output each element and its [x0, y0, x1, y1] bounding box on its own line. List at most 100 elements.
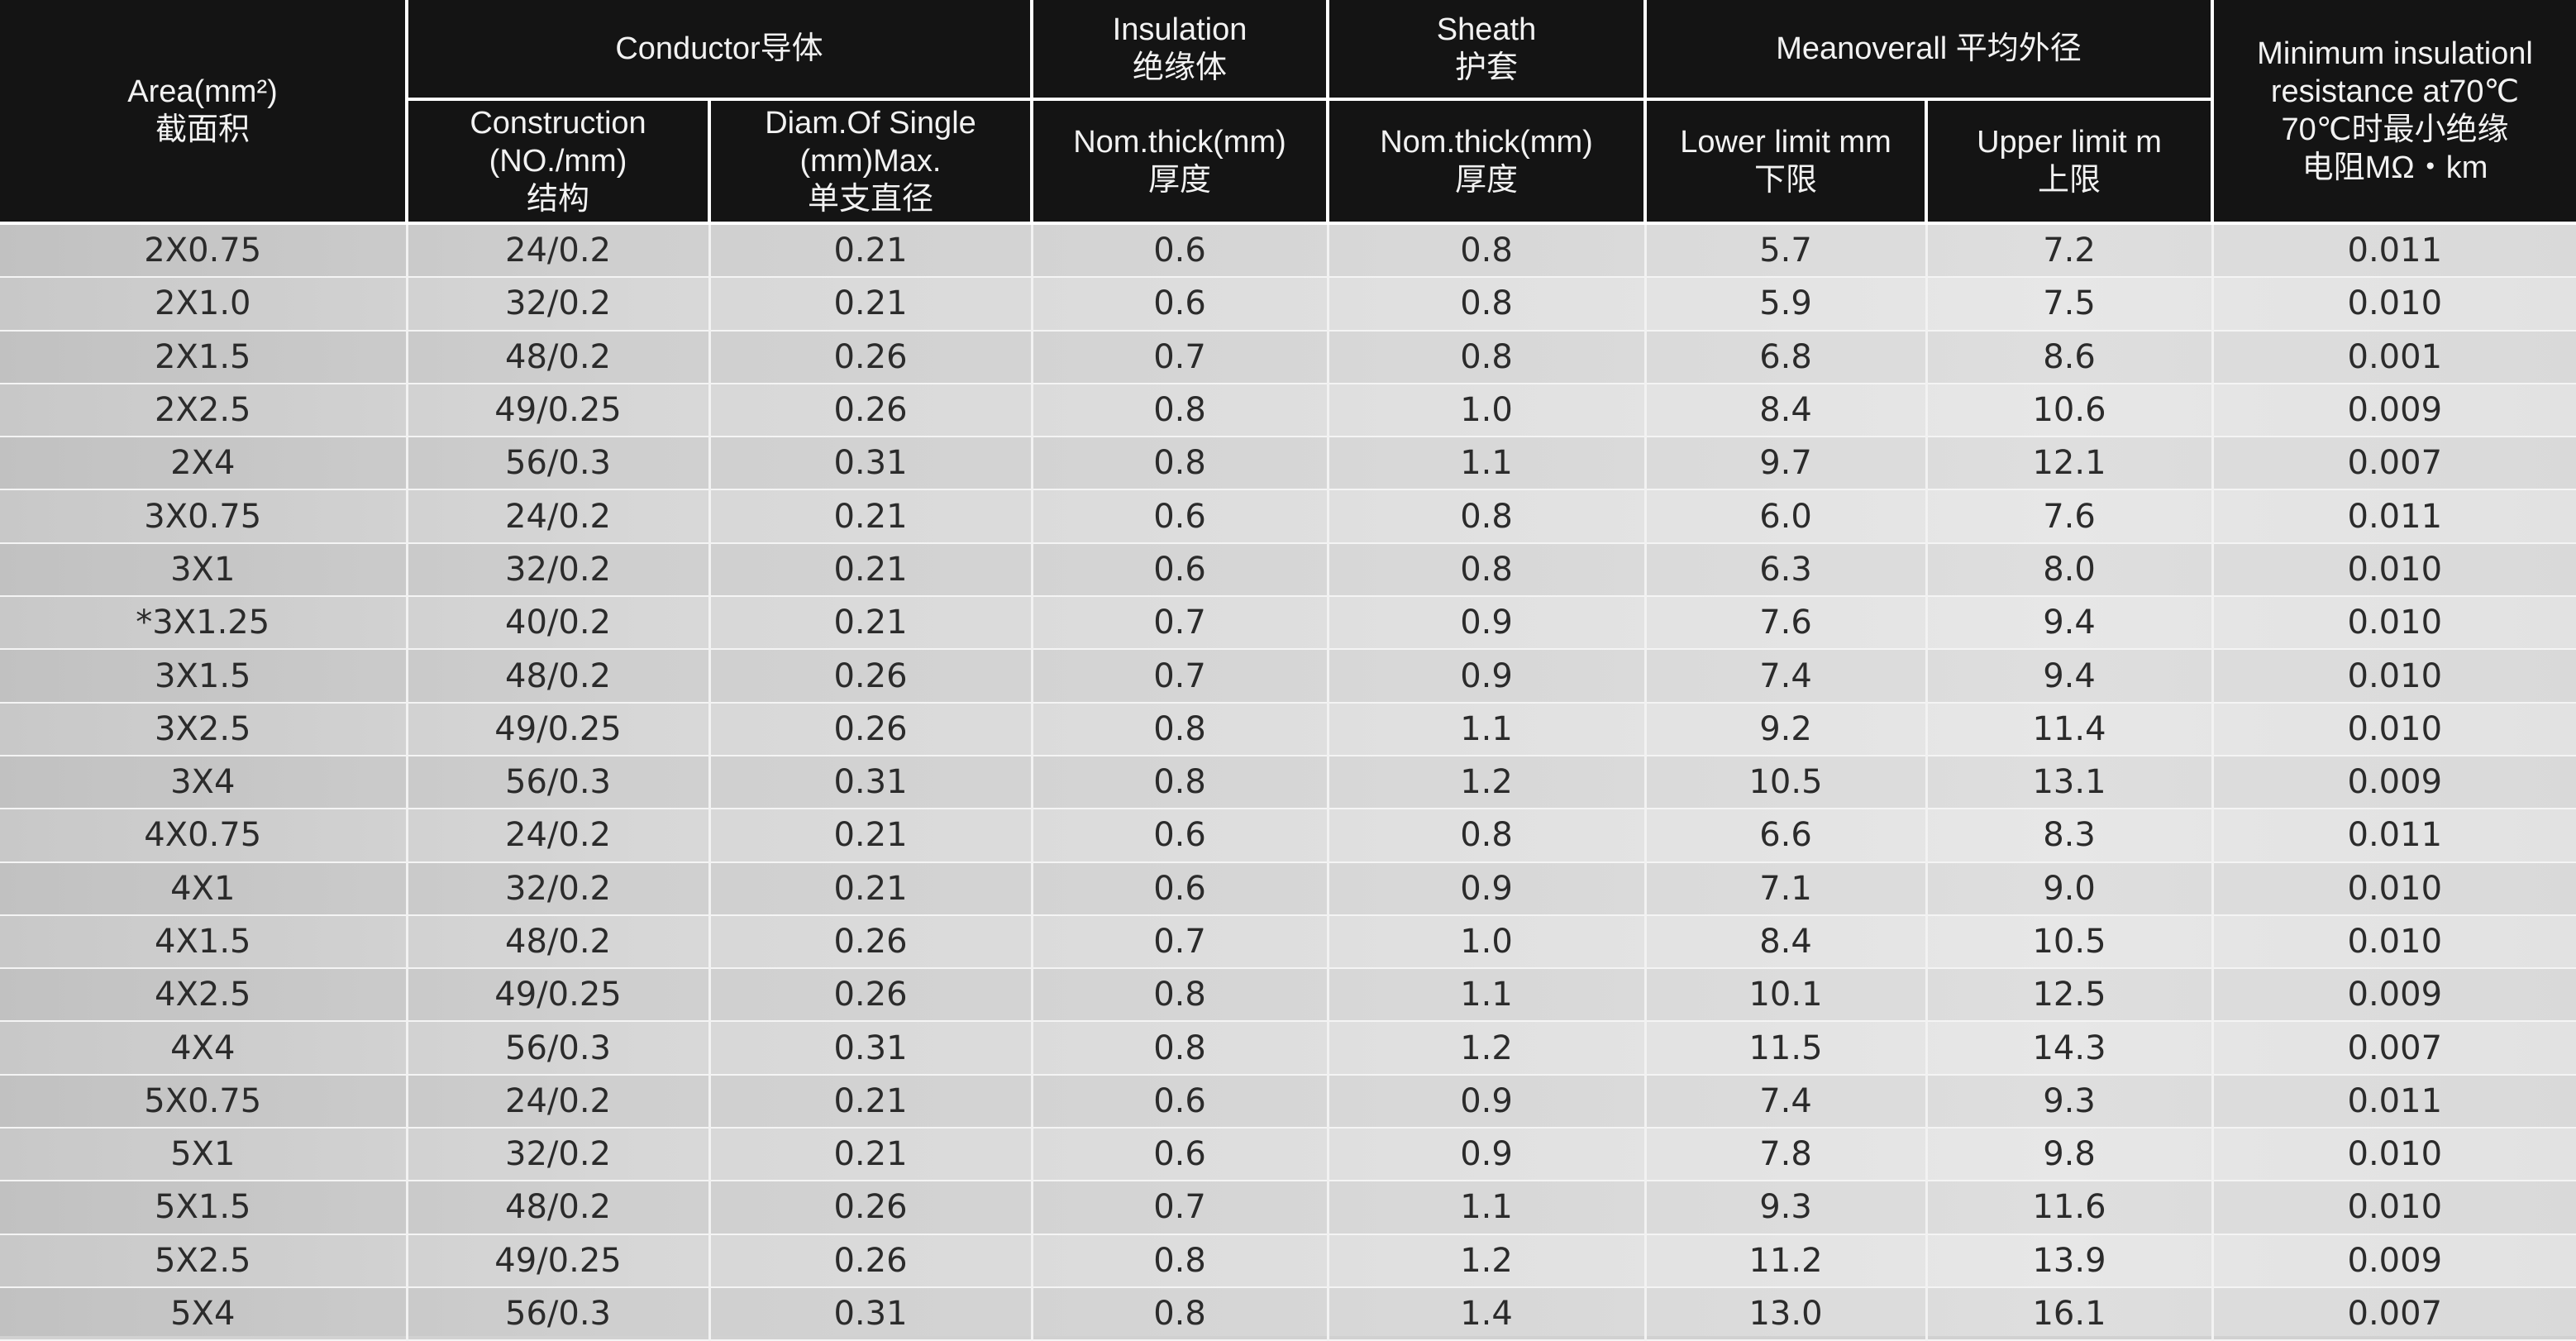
cell-insulation-thick: 0.8 [1030, 1021, 1329, 1076]
cell-area: 3X1.5 [0, 649, 407, 704]
header-row-top: Area(mm²) 截面积 Conductor导体 Insulation 绝缘体… [0, 0, 2576, 225]
cell-construction: 32/0.2 [405, 277, 709, 332]
cell-lower-limit: 7.8 [1643, 1128, 1927, 1182]
cell-lower-limit: 6.8 [1643, 330, 1927, 384]
cell-min-resistance: 0.010 [2211, 1181, 2576, 1235]
header-insulation-en: Insulation [1112, 12, 1247, 47]
cell-diam-single: 0.26 [708, 649, 1033, 704]
cell-sheath-thick: 0.8 [1326, 809, 1646, 863]
cell-insulation-thick: 0.6 [1030, 223, 1329, 279]
cell-construction: 56/0.3 [405, 755, 709, 810]
cell-insulation-thick: 0.6 [1030, 861, 1329, 916]
cell-insulation-thick: 0.7 [1030, 596, 1329, 651]
cell-min-resistance: 0.007 [2211, 1286, 2576, 1341]
cell-upper-limit: 12.5 [1925, 968, 2213, 1023]
cell-insulation-thick: 0.8 [1030, 1234, 1329, 1288]
header-upper-limit-en: Upper limit m [1977, 125, 2162, 160]
cell-upper-limit: 9.8 [1925, 1128, 2213, 1182]
cell-min-resistance: 0.010 [2211, 914, 2576, 970]
cell-diam-single: 0.26 [708, 383, 1033, 438]
table-row: 4X2.5 49/0.25 0.26 0.8 1.1 10.1 12.5 0.009 [0, 968, 2576, 1023]
cell-construction: 24/0.2 [405, 1074, 709, 1129]
cell-insulation-thick: 0.8 [1030, 968, 1329, 1023]
cell-construction: 48/0.2 [405, 914, 709, 970]
cell-diam-single: 0.26 [708, 1181, 1033, 1235]
header-insulation-thick-en: Nom.thick(mm) [1073, 125, 1286, 160]
cell-construction: 56/0.3 [405, 437, 709, 491]
header-diam-single-line3: 单支直径 [808, 182, 934, 217]
cell-lower-limit: 5.9 [1643, 277, 1927, 332]
cell-construction: 48/0.2 [405, 330, 709, 384]
cell-area: 2X1.5 [0, 330, 407, 384]
cell-area: 3X4 [0, 755, 407, 810]
cell-min-resistance: 0.011 [2211, 1074, 2576, 1129]
cell-min-resistance: 0.010 [2211, 542, 2576, 598]
cell-diam-single: 0.31 [708, 755, 1033, 810]
header-min-resistance-line2: resistance at70℃ [2270, 74, 2520, 109]
cell-upper-limit: 12.1 [1925, 437, 2213, 491]
cell-upper-limit: 9.4 [1925, 596, 2213, 651]
header-insulation: Insulation 绝缘体 [1030, 0, 1330, 101]
cell-lower-limit: 7.1 [1643, 861, 1927, 916]
header-lower-limit: Lower limit mm 下限 [1643, 99, 1929, 225]
cell-lower-limit: 9.3 [1643, 1181, 1927, 1235]
cell-sheath-thick: 1.2 [1326, 1021, 1646, 1076]
cell-construction: 49/0.25 [405, 383, 709, 438]
header-min-resistance-line1: Minimum insulationl [2257, 36, 2533, 71]
cell-lower-limit: 10.5 [1643, 755, 1927, 810]
cell-area: 2X1.0 [0, 277, 407, 332]
cell-diam-single: 0.21 [708, 223, 1033, 279]
cell-lower-limit: 7.4 [1643, 1074, 1927, 1129]
header-meanoverall-label: Meanoverall 平均外径 [1776, 31, 2082, 66]
cell-diam-single: 0.26 [708, 702, 1033, 756]
header-meanoverall: Meanoverall 平均外径 [1643, 0, 2215, 101]
header-insulation-thick-cn: 厚度 [1148, 163, 1212, 198]
header-construction-line2: (NO./mm) [489, 144, 627, 179]
cell-insulation-thick: 0.6 [1030, 489, 1329, 544]
cell-area: 3X1 [0, 542, 407, 598]
cell-min-resistance: 0.010 [2211, 596, 2576, 651]
table-row: 5X1 32/0.2 0.21 0.6 0.9 7.8 9.8 0.010 [0, 1128, 2576, 1182]
header-insulation-cn: 绝缘体 [1133, 50, 1228, 85]
cell-sheath-thick: 0.9 [1326, 1074, 1646, 1129]
cell-min-resistance: 0.010 [2211, 1128, 2576, 1182]
cell-area: 4X2.5 [0, 968, 407, 1023]
table-row: 2X4 56/0.3 0.31 0.8 1.1 9.7 12.1 0.007 [0, 437, 2576, 491]
cell-area: 5X2.5 [0, 1234, 407, 1288]
cell-diam-single: 0.21 [708, 861, 1033, 916]
table-row: 3X1.5 48/0.2 0.26 0.7 0.9 7.4 9.4 0.010 [0, 649, 2576, 704]
cell-sheath-thick: 1.1 [1326, 1181, 1646, 1235]
cell-construction: 24/0.2 [405, 489, 709, 544]
header-upper-limit-cn: 上限 [2038, 163, 2101, 198]
cell-min-resistance: 0.011 [2211, 489, 2576, 544]
cell-lower-limit: 10.1 [1643, 968, 1927, 1023]
cell-upper-limit: 8.3 [1925, 809, 2213, 863]
cell-diam-single: 0.26 [708, 1234, 1033, 1288]
cell-upper-limit: 8.0 [1925, 542, 2213, 598]
cell-diam-single: 0.31 [708, 437, 1033, 491]
cell-sheath-thick: 0.8 [1326, 542, 1646, 598]
cell-area: 3X2.5 [0, 702, 407, 756]
cell-sheath-thick: 0.8 [1326, 277, 1646, 332]
cell-insulation-thick: 0.6 [1030, 809, 1329, 863]
cell-sheath-thick: 0.9 [1326, 861, 1646, 916]
table-row: 5X1.5 48/0.2 0.26 0.7 1.1 9.3 11.6 0.010 [0, 1181, 2576, 1235]
cell-lower-limit: 6.6 [1643, 809, 1927, 863]
cell-diam-single: 0.26 [708, 968, 1033, 1023]
cell-area: 2X2.5 [0, 383, 407, 438]
cell-area: 4X1 [0, 861, 407, 916]
cell-sheath-thick: 0.8 [1326, 330, 1646, 384]
cell-lower-limit: 8.4 [1643, 383, 1927, 438]
cell-lower-limit: 5.7 [1643, 223, 1927, 279]
cell-min-resistance: 0.001 [2211, 330, 2576, 384]
table-row: 5X0.75 24/0.2 0.21 0.6 0.9 7.4 9.3 0.011 [0, 1074, 2576, 1129]
cell-sheath-thick: 0.8 [1326, 489, 1646, 544]
cell-construction: 32/0.2 [405, 1128, 709, 1182]
cell-diam-single: 0.21 [708, 489, 1033, 544]
cell-insulation-thick: 0.8 [1030, 702, 1329, 756]
cell-min-resistance: 0.011 [2211, 223, 2576, 279]
table-row: *3X1.25 40/0.2 0.21 0.7 0.9 7.6 9.4 0.010 [0, 596, 2576, 651]
table-row: 3X2.5 49/0.25 0.26 0.8 1.1 9.2 11.4 0.010 [0, 702, 2576, 756]
cell-sheath-thick: 0.9 [1326, 1128, 1646, 1182]
